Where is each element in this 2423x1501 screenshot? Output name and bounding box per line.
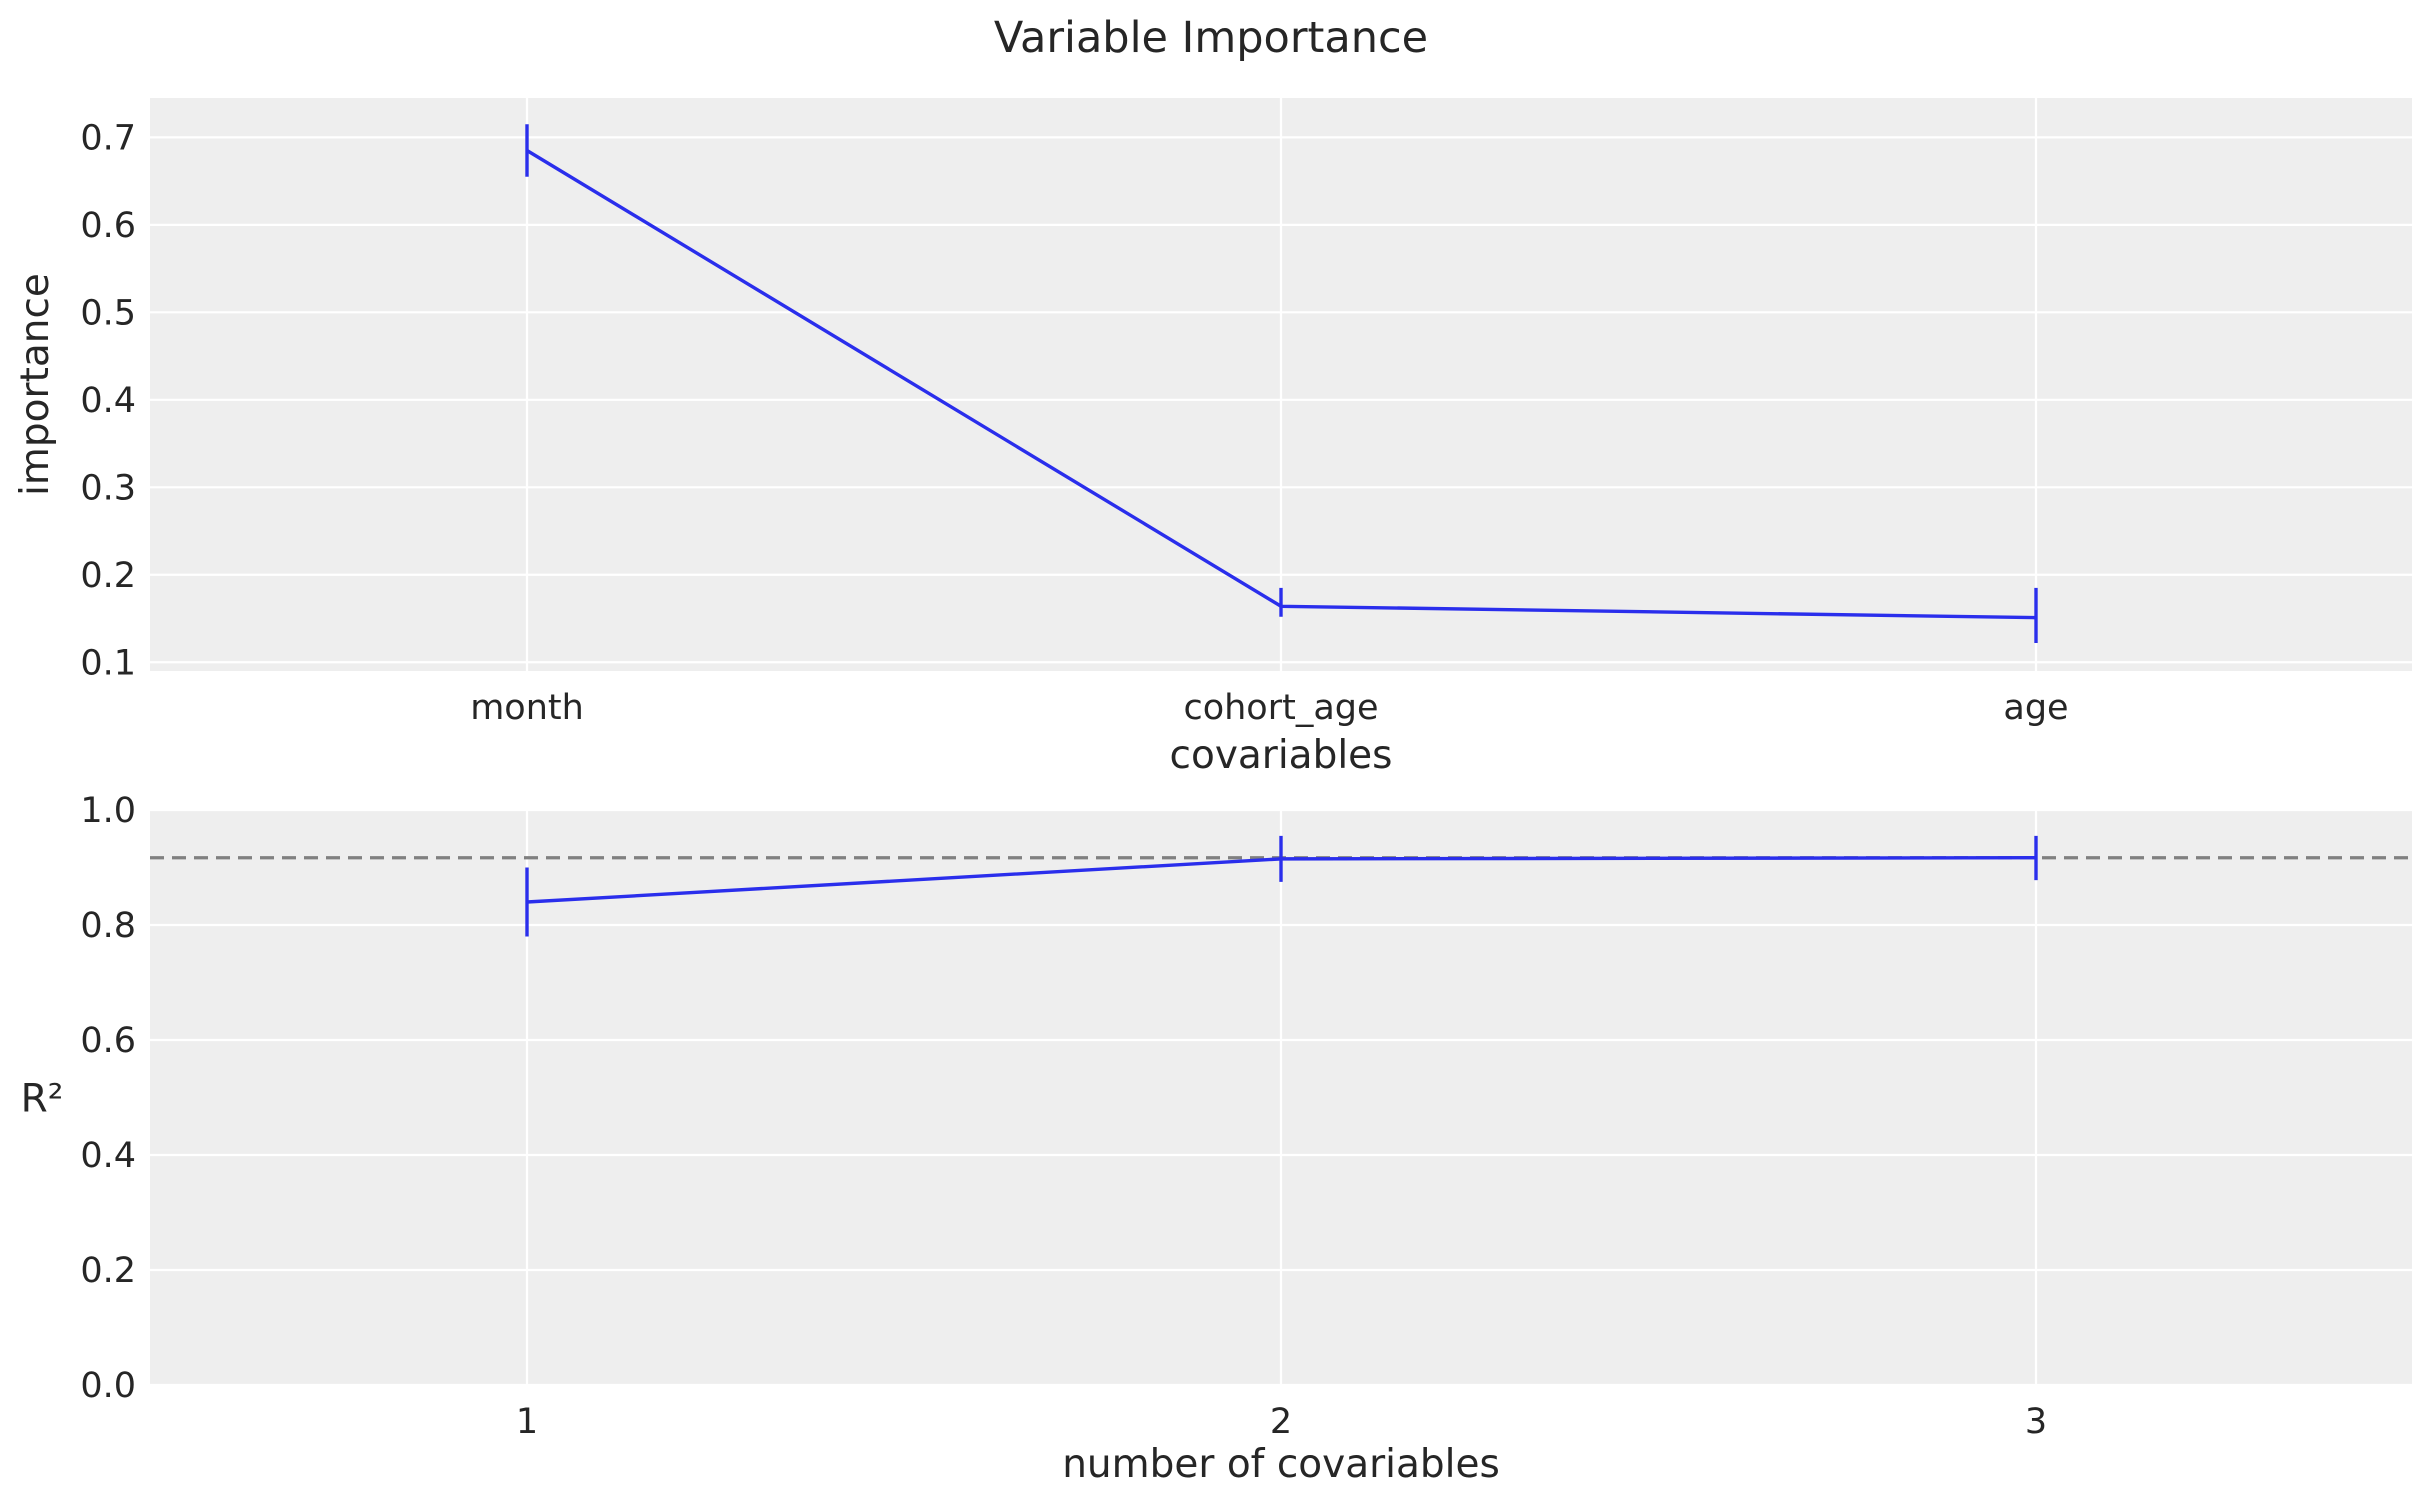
x-axis-label: number of covariables bbox=[1062, 1442, 1500, 1487]
y-tick-label: 1.0 bbox=[80, 791, 136, 831]
y-tick-label: 0.6 bbox=[80, 206, 136, 246]
y-tick-label: 0.2 bbox=[80, 556, 136, 596]
y-tick-label: 0.4 bbox=[80, 1136, 136, 1176]
y-tick-label: 0.1 bbox=[80, 643, 136, 683]
y-tick-label: 0.7 bbox=[80, 118, 136, 158]
x-tick-label: month bbox=[470, 688, 584, 728]
y-tick-label: 0.2 bbox=[80, 1251, 136, 1291]
r2-plot: 0.0 0.2 0.4 0.6 0.8 1.0 1 2 3 number of covariabl… bbox=[21, 791, 2412, 1487]
x-tick-label: 2 bbox=[1270, 1402, 1292, 1442]
x-tick-label: 1 bbox=[516, 1402, 538, 1442]
y-tick-label: 0.4 bbox=[80, 381, 136, 421]
y-tick-label: 0.0 bbox=[80, 1366, 136, 1406]
y-tick-label: 0.5 bbox=[80, 293, 136, 333]
x-tick-label: 3 bbox=[2025, 1402, 2047, 1442]
importance-plot: 0.1 0.2 0.3 0.4 0.5 0.6 0.7 month cohort_age age c… bbox=[13, 98, 2412, 778]
x-tick-label: cohort_age bbox=[1183, 688, 1378, 728]
y-axis-label: importance bbox=[13, 273, 58, 496]
y-axis-label: R² bbox=[21, 1077, 64, 1122]
y-tick-label: 0.3 bbox=[80, 468, 136, 508]
y-tick-label: 0.6 bbox=[80, 1021, 136, 1061]
y-tick-label: 0.8 bbox=[80, 906, 136, 946]
x-axis-label: covariables bbox=[1170, 733, 1393, 778]
x-tick-label: age bbox=[2003, 688, 2068, 728]
chart-title: Variable Importance bbox=[994, 13, 1428, 63]
